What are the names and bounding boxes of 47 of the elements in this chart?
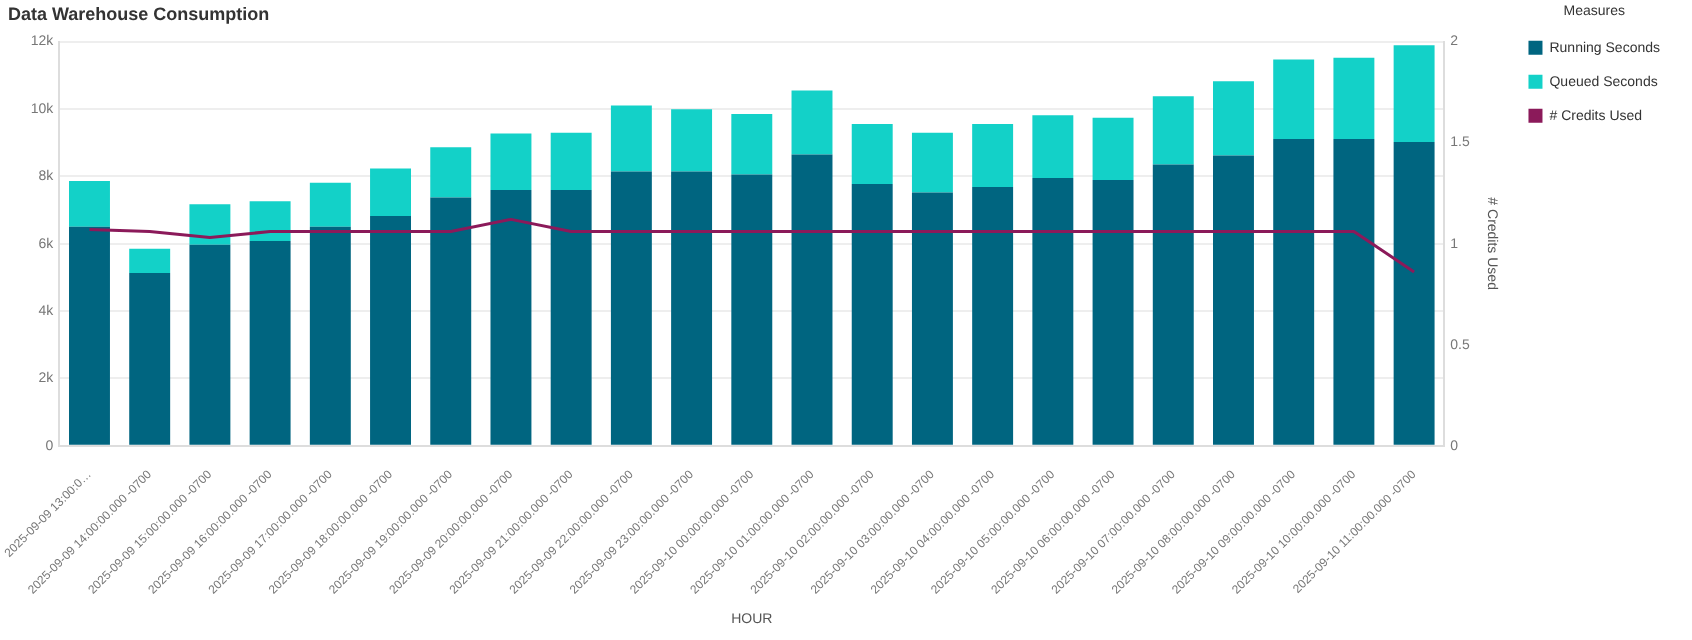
bar (430, 197, 472, 445)
bar (911, 132, 953, 193)
bar (1273, 138, 1315, 445)
bar (1152, 96, 1194, 165)
bar (309, 182, 351, 227)
bar (490, 190, 532, 445)
bar (671, 171, 713, 445)
bar (1393, 45, 1435, 142)
bar (671, 109, 713, 172)
bar (1333, 138, 1375, 445)
bar (1032, 115, 1074, 178)
bar (972, 187, 1014, 445)
bar (309, 226, 351, 445)
bar (490, 133, 532, 191)
bar (1092, 117, 1134, 180)
bar (1092, 179, 1134, 445)
bar (249, 240, 291, 445)
bar (851, 124, 893, 185)
bar (791, 90, 833, 155)
bar (1213, 81, 1254, 156)
bar (731, 174, 773, 445)
bar (1333, 57, 1375, 139)
bar (1032, 177, 1074, 445)
bar (129, 272, 171, 445)
bar (791, 154, 833, 445)
bar (731, 113, 773, 175)
chart-title: Data Warehouse Consumption (8, 3, 270, 24)
bar (610, 171, 652, 445)
bar (972, 124, 1014, 188)
bar (911, 192, 953, 445)
bar (69, 181, 110, 227)
bar (129, 248, 171, 273)
bar (851, 184, 893, 445)
bar (69, 226, 110, 445)
bar (1393, 141, 1435, 445)
bar (249, 201, 291, 241)
bar (550, 190, 592, 445)
bar (1213, 155, 1254, 445)
bar (550, 132, 592, 191)
bar (1273, 59, 1315, 139)
bar (430, 147, 472, 198)
bar (1152, 164, 1194, 445)
bar (610, 105, 652, 172)
bar (189, 244, 231, 445)
bar (189, 204, 231, 245)
bar (370, 168, 412, 217)
bar (370, 216, 412, 445)
